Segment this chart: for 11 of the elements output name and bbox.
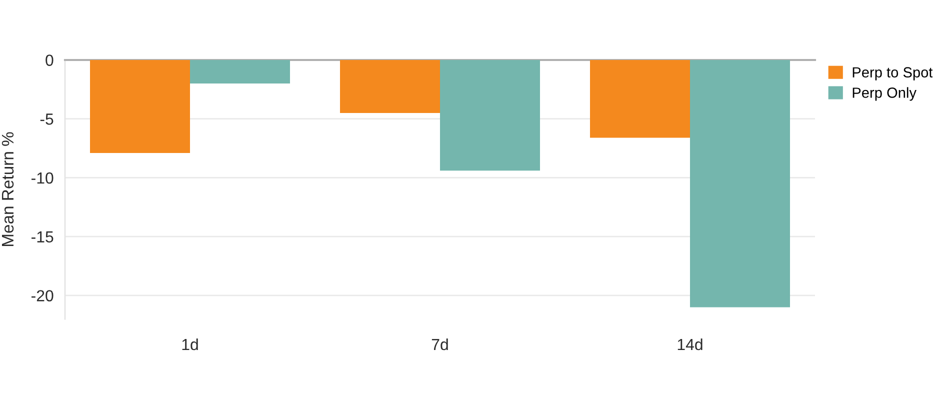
y-tick-label: -15 [32,231,54,243]
legend-label: Perp to Spot [852,67,933,80]
x-tick-label: 1d [182,338,198,350]
y-axis-title: Mean Return % [2,132,14,246]
y-tick-label: -10 [32,172,54,184]
x-tick-label: 14d [678,338,702,350]
y-tick-label: -20 [32,290,54,302]
x-tick-label: 7d [432,338,448,350]
y-tick-label: -5 [40,114,54,125]
y-tick-label: 0 [46,54,54,66]
legend-label: Perp Only [852,87,916,101]
